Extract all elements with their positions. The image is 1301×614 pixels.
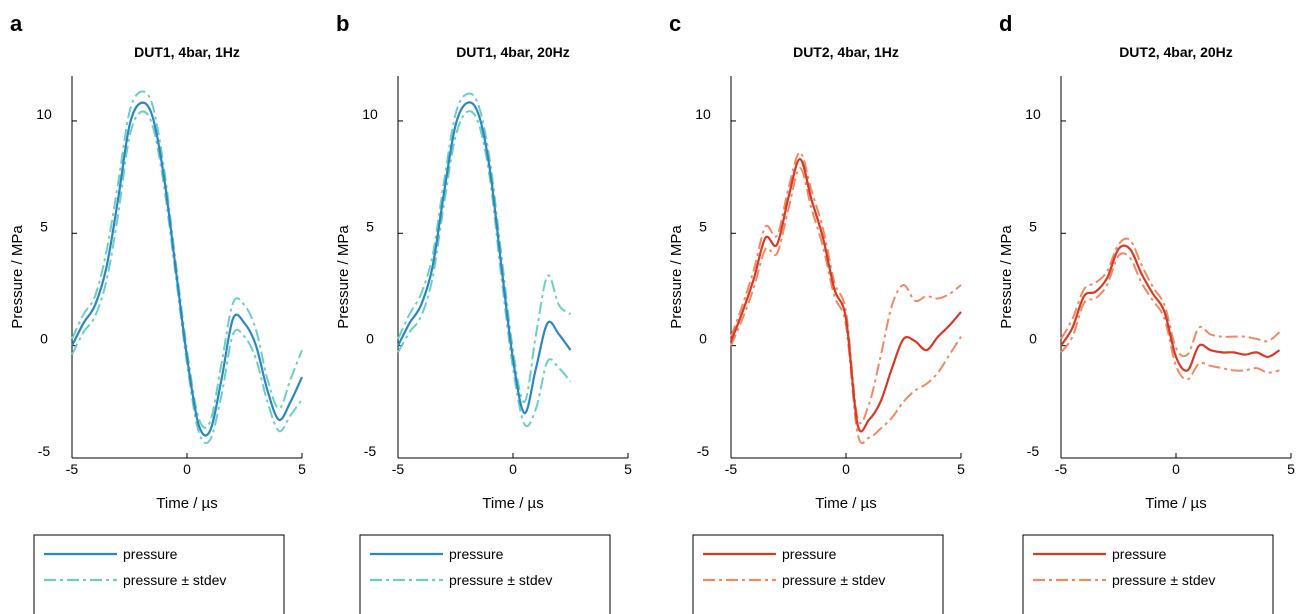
y-axis-label: Pressure / MPa [9, 225, 26, 329]
y-tick-label: 0 [699, 331, 707, 347]
series-line-stdev [397, 92, 572, 403]
chart-title: DUT2, 4bar, 1Hz [793, 44, 899, 60]
chart-panel-b: b DUT1, 4bar, 20Hz -5 0 5 10 -5 0 5 Pressure / MP… [335, 11, 632, 614]
y-tick-label: 10 [695, 106, 711, 122]
y-tick-label: 10 [36, 106, 52, 122]
y-tick-label: -5 [38, 443, 51, 459]
y-tick-label: -5 [364, 443, 377, 459]
legend-entry: pressure ± stdev [123, 572, 226, 588]
y-axis-label: Pressure / MPa [335, 225, 352, 329]
legend-box [692, 534, 944, 614]
y-tick-label: 0 [1029, 331, 1037, 347]
chart-panel-c: c DUT2, 4bar, 1Hz -5 0 5 10 -5 0 5 Pressure / MPa… [668, 11, 965, 614]
x-axis-label: Time / µs [815, 495, 876, 512]
legend-entry: pressure [449, 546, 504, 562]
x-tick-label: 0 [183, 461, 191, 477]
panel-letter: b [336, 11, 349, 36]
y-tick-label: -5 [697, 443, 710, 459]
x-tick-label: 5 [624, 461, 632, 477]
legend-box [1022, 534, 1274, 614]
x-tick-label: 0 [509, 461, 517, 477]
legend-entry: pressure [123, 546, 178, 562]
legend: pressure pressure ± stdev [1022, 534, 1274, 614]
series-line-pressure [71, 101, 303, 437]
chart-panel-a: a DUT1, 4bar, 1Hz -5 0 5 10 -5 0 5 Pressure / MPa… [9, 11, 306, 614]
y-tick-label: 0 [40, 331, 48, 347]
series-line-stdev [71, 90, 303, 429]
y-axis-label: Pressure / MPa [668, 225, 685, 329]
series-line-stdev [397, 110, 572, 428]
legend-entry: pressure [782, 546, 837, 562]
x-tick-label: 0 [1172, 461, 1180, 477]
x-tick-label: 5 [957, 461, 965, 477]
legend: pressure pressure ± stdev [359, 534, 611, 614]
y-axis-label: Pressure / MPa [998, 225, 1015, 329]
legend-entry: pressure ± stdev [782, 572, 885, 588]
x-tick-label: -5 [725, 461, 738, 477]
chart-title: DUT1, 4bar, 20Hz [456, 44, 570, 60]
y-tick-label: 5 [40, 218, 48, 234]
y-tick-label: 0 [366, 331, 374, 347]
legend-entry: pressure ± stdev [1112, 572, 1215, 588]
x-tick-label: 0 [842, 461, 850, 477]
chart-title: DUT1, 4bar, 1Hz [134, 44, 240, 60]
legend-box [359, 534, 611, 614]
series-line-stdev [1060, 252, 1280, 381]
x-tick-label: -5 [392, 461, 405, 477]
y-tick-label: 10 [362, 106, 378, 122]
series-line-pressure [397, 101, 572, 415]
y-tick-label: 5 [1029, 218, 1037, 234]
x-axis-label: Time / µs [482, 495, 543, 512]
x-axis-label: Time / µs [1145, 495, 1206, 512]
x-tick-label: -5 [66, 461, 79, 477]
legend-entry: pressure ± stdev [449, 572, 552, 588]
series-line-pressure [729, 158, 962, 433]
y-tick-label: 5 [366, 218, 374, 234]
legend: pressure pressure ± stdev [692, 534, 944, 614]
panel-letter: d [999, 11, 1012, 36]
legend-entry: pressure [1112, 546, 1167, 562]
x-axis-label: Time / µs [156, 495, 217, 512]
legend: pressure pressure ± stdev [33, 534, 285, 614]
series-line-pressure [1060, 244, 1281, 372]
x-tick-label: 5 [298, 461, 306, 477]
chart-title: DUT2, 4bar, 20Hz [1119, 44, 1233, 60]
y-tick-label: 10 [1025, 106, 1041, 122]
panel-letter: a [10, 11, 23, 36]
legend-box [33, 534, 285, 614]
y-tick-label: -5 [1027, 443, 1040, 459]
series-line-stdev [730, 167, 962, 445]
x-tick-label: 5 [1287, 461, 1295, 477]
panel-letter: c [669, 11, 681, 36]
chart-panel-d: d DUT2, 4bar, 20Hz -5 0 5 10 -5 0 5 Pressure / MP… [998, 11, 1295, 614]
y-tick-label: 5 [699, 218, 707, 234]
series-line-stdev [1060, 237, 1281, 358]
x-tick-label: -5 [1055, 461, 1068, 477]
